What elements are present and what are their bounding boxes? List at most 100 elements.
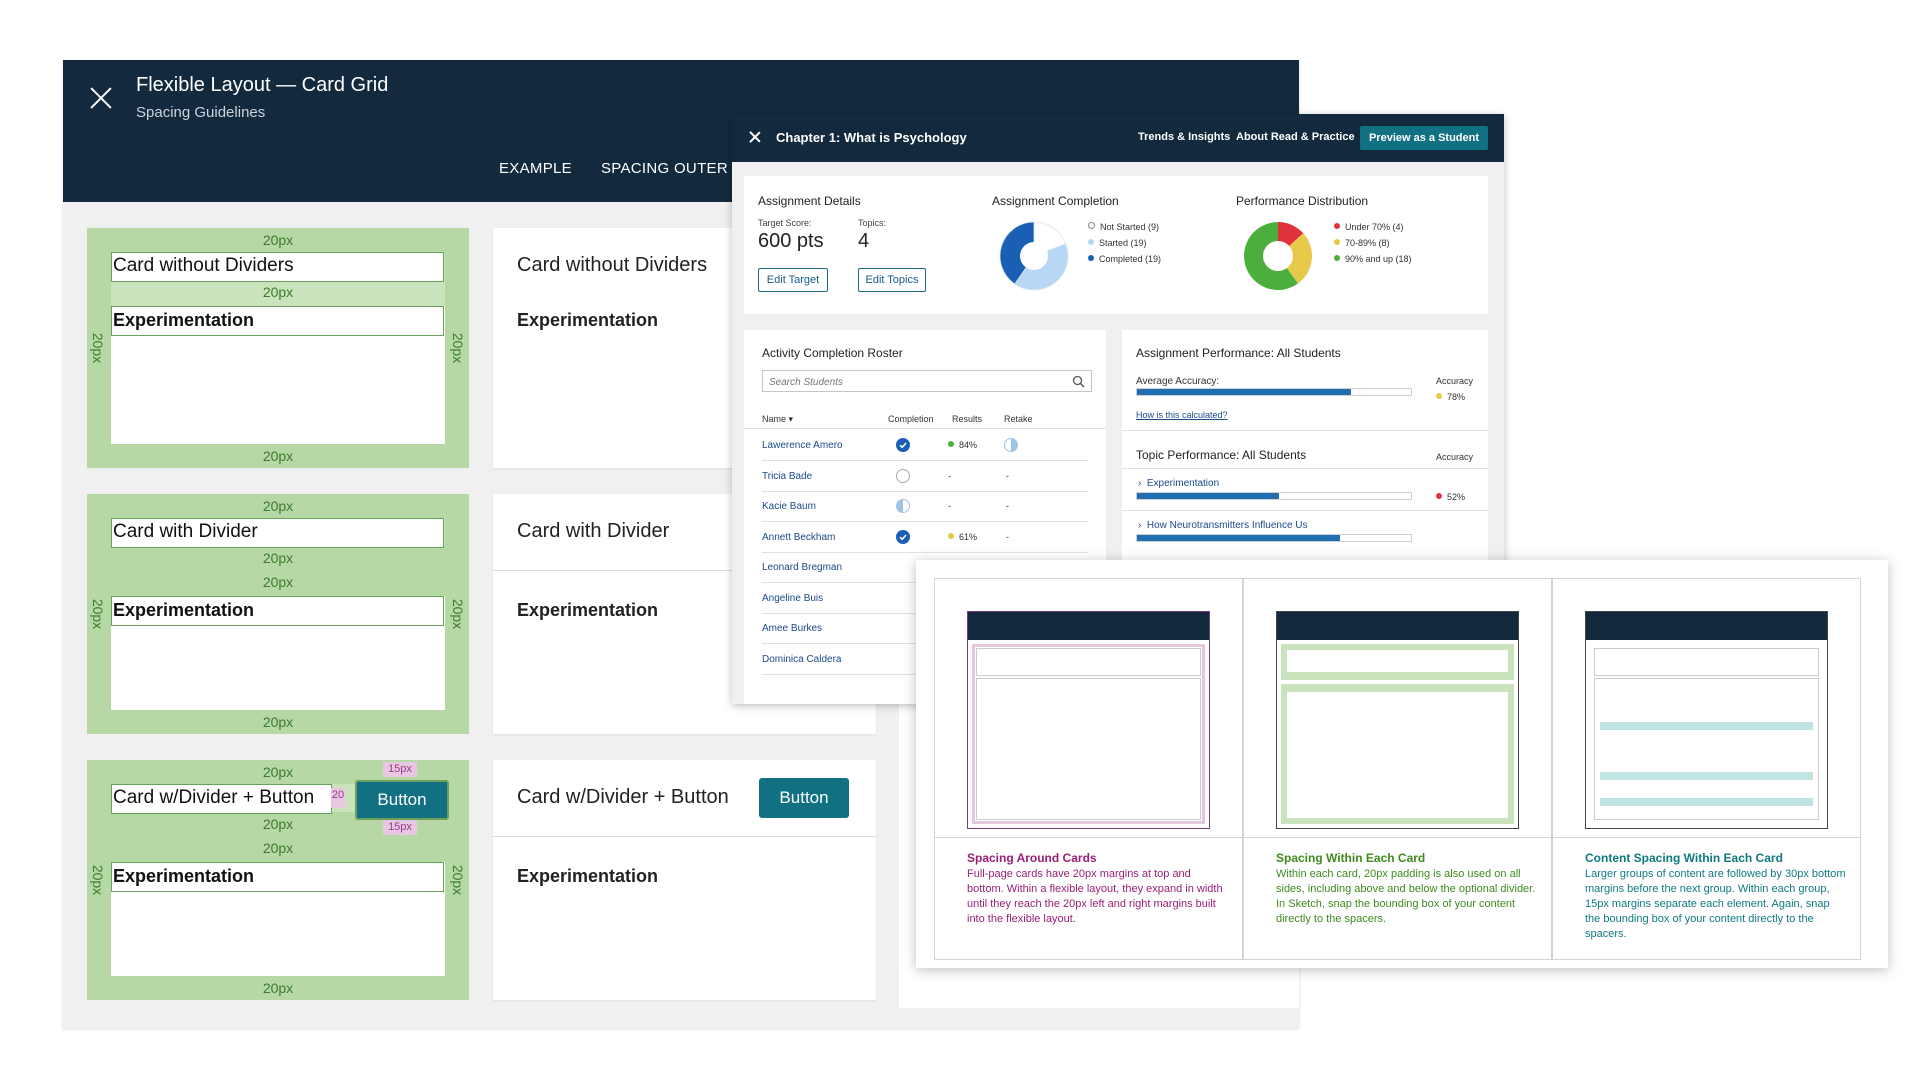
column-header-retake[interactable]: Retake xyxy=(1004,414,1033,424)
legend-under-70: Under 70% (4) xyxy=(1334,222,1404,232)
topic-performance-heading: Topic Performance: All Students xyxy=(1136,448,1307,462)
nav-about-read-practice[interactable]: About Read & Practice xyxy=(1236,131,1355,143)
spacing-label: 20px xyxy=(449,332,466,364)
search-field[interactable] xyxy=(762,370,1092,392)
donut-slice xyxy=(1278,233,1312,284)
column-header-results[interactable]: Results xyxy=(952,414,983,424)
thumbnail-within-card xyxy=(1276,611,1519,829)
average-accuracy-value: 78% xyxy=(1436,392,1465,402)
spacing-label: 20px xyxy=(262,284,294,300)
how-calculated-link[interactable]: How is this calculated? xyxy=(1136,410,1228,420)
column-header-completion[interactable]: Completion xyxy=(888,414,934,424)
spacing-label: 20px xyxy=(262,498,294,514)
card-body-box: Experimentation xyxy=(111,306,444,336)
spacing-label: 20px xyxy=(449,864,466,896)
thumbnail-around-cards xyxy=(967,611,1210,829)
card-button[interactable]: Button xyxy=(355,780,449,820)
card-body-box: Experimentation xyxy=(111,596,444,626)
tab-example[interactable]: EXAMPLE xyxy=(499,160,572,177)
search-icon[interactable] xyxy=(1072,375,1085,388)
spacing-label: 20px xyxy=(90,332,107,364)
window-subtitle: Spacing Guidelines xyxy=(136,104,266,121)
column-title: Content Spacing Within Each Card xyxy=(1585,851,1783,865)
topic-neurotransmitters[interactable]: › How Neurotransmitters Influence Us xyxy=(1138,520,1308,531)
tab-spacing-outer[interactable]: SPACING OUTER xyxy=(601,160,728,177)
dashboard-title: Chapter 1: What is Psychology xyxy=(776,130,967,145)
topic-accuracy-label: Accuracy xyxy=(1436,452,1474,462)
card-button[interactable]: Button xyxy=(759,778,849,818)
result-value: - xyxy=(948,501,951,511)
roster-heading: Activity Completion Roster xyxy=(762,346,903,360)
edit-target-button[interactable]: Edit Target xyxy=(758,268,828,292)
close-icon[interactable] xyxy=(87,84,115,112)
edit-topics-button[interactable]: Edit Topics xyxy=(858,268,926,292)
column-title: Spacing Around Cards xyxy=(967,851,1097,865)
completion-donut-chart xyxy=(999,221,1069,291)
result-value: - xyxy=(948,470,951,481)
column-header-name[interactable]: Name ▾ xyxy=(762,414,794,424)
column-description: Within each card, 20px padding is also u… xyxy=(1276,868,1536,925)
card-body-box: Experimentation xyxy=(111,862,444,892)
card-body: Experimentation xyxy=(517,866,659,886)
donut-slice xyxy=(999,221,1035,285)
card-body: Experimentation xyxy=(517,600,659,620)
column-title: Spacing Within Each Card xyxy=(1276,851,1426,865)
student-name[interactable]: Dominica Caldera xyxy=(762,653,842,665)
card-title: Card w/Divider + Button xyxy=(517,786,729,808)
spacing-label: 20px xyxy=(90,598,107,630)
assignment-details-heading: Assignment Details xyxy=(758,194,861,208)
spacing-label-20: 20 xyxy=(331,788,345,808)
spacing-comparison-window: Spacing Around Cards Full-page cards hav… xyxy=(916,560,1888,968)
student-name[interactable]: Tricia Bade xyxy=(762,470,813,482)
completion-status-icon xyxy=(896,468,910,483)
spacer-card-with-divider: 20px Card with Divider 20px 20px Experim… xyxy=(87,494,469,734)
completion-status-icon xyxy=(896,438,910,452)
card-divider xyxy=(493,836,876,837)
student-name[interactable]: Annett Beckham xyxy=(762,531,836,543)
spacing-label: 20px xyxy=(262,980,294,996)
card-divider xyxy=(493,570,876,571)
target-score-value: 600 pts xyxy=(758,230,824,252)
spacing-label: 20px xyxy=(262,550,294,566)
spacing-label: 20px xyxy=(262,714,294,730)
card-title: Card without Dividers xyxy=(517,254,708,276)
completion-status-icon xyxy=(896,499,910,513)
spacing-label: 20px xyxy=(262,840,294,856)
result-value: 61% xyxy=(948,532,977,542)
spacer-card-with-divider-button: 20px 15px Card w/Divider + Button 20 But… xyxy=(87,760,469,1000)
close-icon[interactable] xyxy=(748,130,762,144)
student-name[interactable]: Angeline Buis xyxy=(762,592,824,604)
student-name[interactable]: Lawerence Amero xyxy=(762,440,843,451)
column-description: Full-page cards have 20px margins at top… xyxy=(967,868,1223,925)
student-name[interactable]: Amee Burkes xyxy=(762,623,823,634)
topic-experimentation[interactable]: › Experimentation xyxy=(1138,478,1220,489)
nav-trends-insights[interactable]: Trends & Insights xyxy=(1138,131,1231,143)
summary-panel: Assignment Details Target Score: 600 pts… xyxy=(744,176,1488,314)
retake-status-icon xyxy=(1004,438,1018,452)
preview-as-student-button[interactable]: Preview as a Student xyxy=(1360,126,1488,150)
average-accuracy-bar xyxy=(1136,388,1412,396)
card-title-box: Card w/Divider + Button xyxy=(111,784,332,814)
example-card-with-divider-button: Card w/Divider + Button Button Experimen… xyxy=(493,760,876,1000)
neurotransmitters-bar xyxy=(1136,534,1412,542)
experimentation-bar xyxy=(1136,492,1412,500)
topics-value: 4 xyxy=(858,230,870,252)
spacing-label: 20px xyxy=(262,574,294,590)
retake-value: - xyxy=(1006,531,1009,542)
legend-not-started: Not Started (9) xyxy=(1088,222,1159,232)
assignment-completion-heading: Assignment Completion xyxy=(992,194,1119,208)
spacing-label: 20px xyxy=(90,864,107,896)
topics-label: Topics: xyxy=(858,218,887,228)
legend-started: Started (19) xyxy=(1088,238,1147,248)
student-name[interactable]: Leonard Bregman xyxy=(762,562,843,573)
experimentation-value: 52% xyxy=(1436,492,1465,502)
search-input[interactable] xyxy=(767,373,1061,391)
average-accuracy-label: Average Accuracy: xyxy=(1136,376,1220,387)
comparison-column-content-spacing: Content Spacing Within Each Card Larger … xyxy=(1552,578,1861,960)
legend-90-up: 90% and up (18) xyxy=(1334,254,1412,264)
spacing-label-15: 15px xyxy=(383,820,417,835)
legend-completed: Completed (19) xyxy=(1088,254,1161,264)
card-title-box: Card with Divider xyxy=(111,518,444,548)
student-name[interactable]: Kacie Baum xyxy=(762,501,816,512)
card-body: Experimentation xyxy=(517,310,659,330)
